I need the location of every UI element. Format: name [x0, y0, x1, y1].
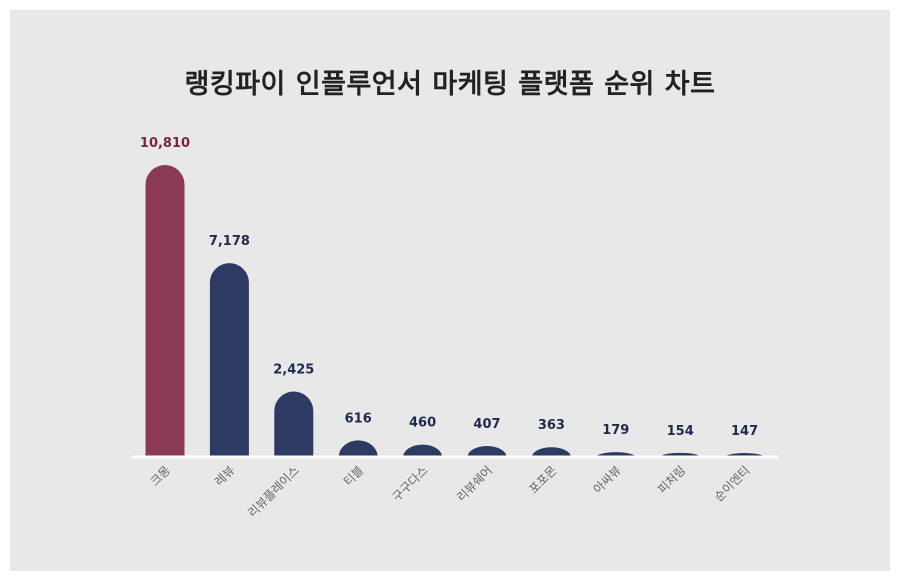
category-label-8: 아싸뷰	[591, 463, 624, 496]
category-label-5: 구구다스	[390, 463, 431, 504]
category-label-3: 리뷰플레이스	[245, 463, 302, 520]
category-label-7: 포포몬	[526, 463, 559, 496]
value-label-5: 460	[409, 416, 436, 431]
bar-4	[338, 440, 378, 457]
category-label-4: 티블	[341, 463, 367, 489]
value-label-10: 147	[731, 424, 758, 439]
bar-6	[467, 446, 507, 457]
category-label-6: 리뷰쉐어	[454, 463, 495, 504]
category-label-1: 크몽	[148, 463, 174, 489]
value-label-1: 10,810	[140, 136, 190, 151]
category-label-2: 레뷰	[212, 463, 238, 489]
value-label-3: 2,425	[273, 362, 314, 377]
bar-3	[274, 391, 314, 457]
bar-1	[145, 165, 185, 457]
value-label-9: 154	[667, 424, 694, 439]
bar-2	[209, 263, 249, 457]
bar-5	[403, 444, 443, 457]
bar-7	[531, 447, 571, 457]
category-label-10: 순이엔티	[712, 463, 753, 504]
chart-title: 랭킹파이 인플루언서 마케팅 플랫폼 순위 차트	[184, 69, 716, 100]
value-label-8: 179	[602, 423, 629, 438]
value-label-6: 407	[473, 417, 500, 432]
value-label-4: 616	[345, 411, 372, 426]
category-label-9: 피처링	[655, 463, 688, 496]
value-label-7: 363	[538, 418, 565, 433]
value-label-2: 7,178	[209, 234, 250, 249]
